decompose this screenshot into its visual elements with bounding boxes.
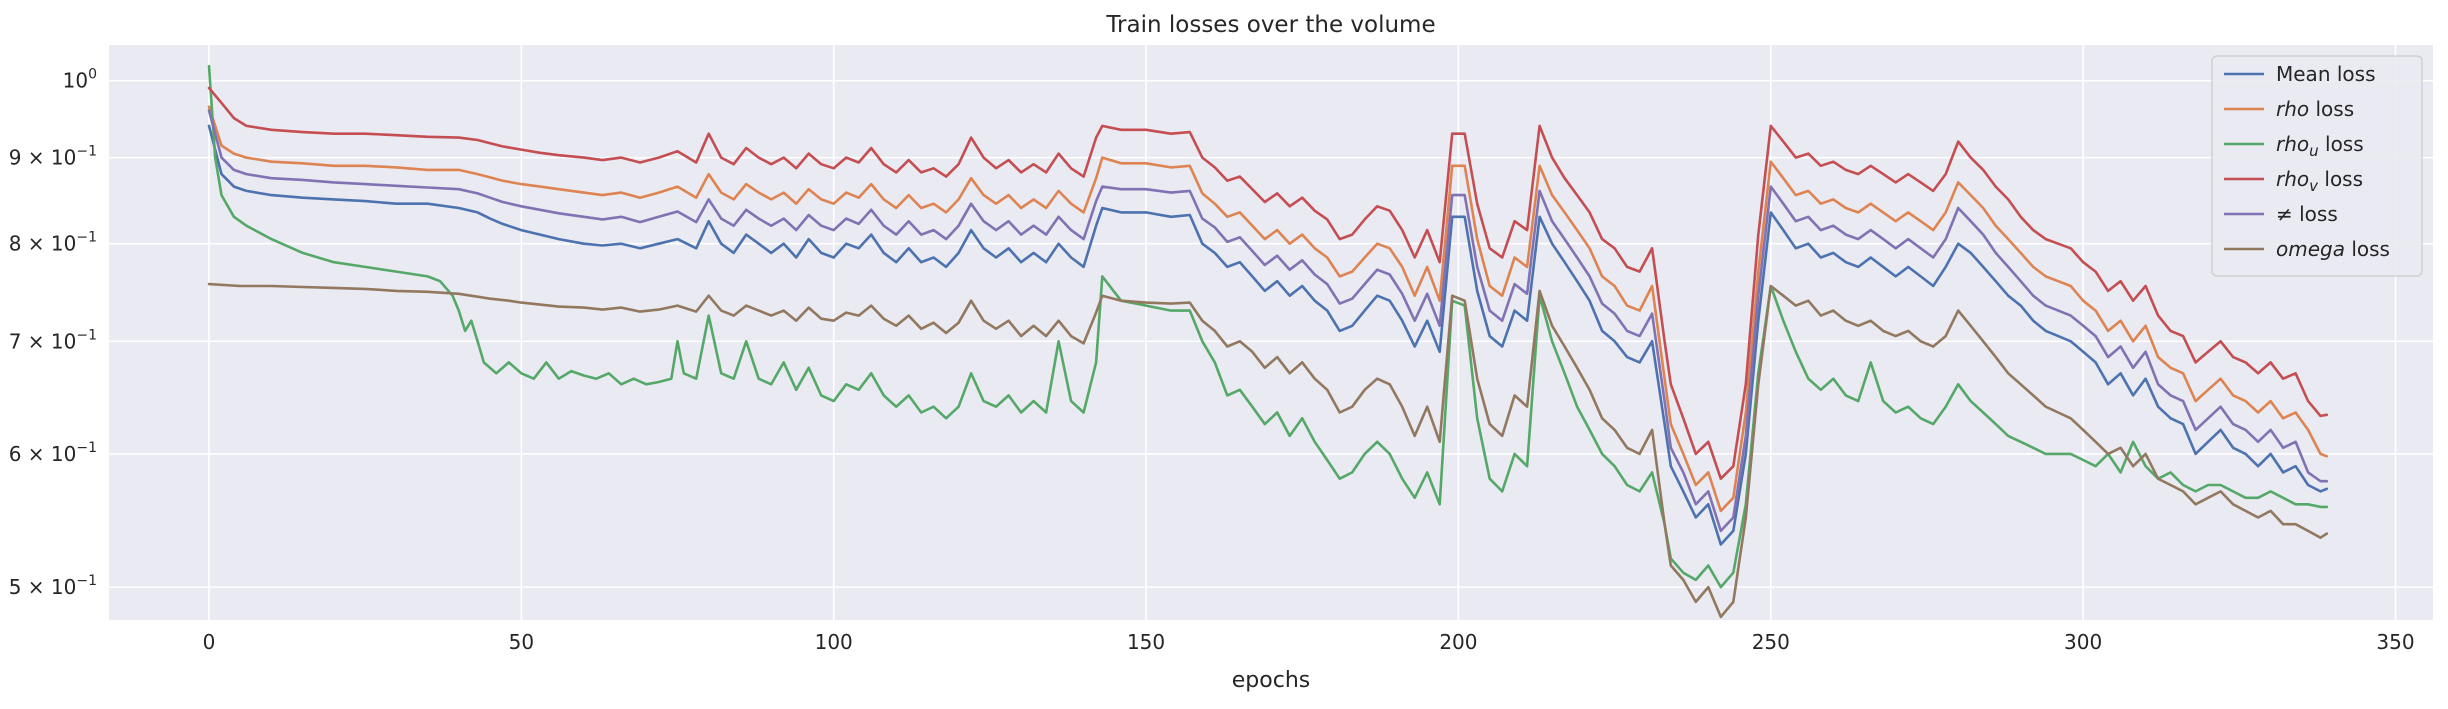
y-tick-label: 8 × 10−1 xyxy=(9,230,97,256)
x-axis-label: epochs xyxy=(1232,668,1310,693)
legend-label: rho loss xyxy=(2276,97,2354,121)
y-tick-label: 5 × 10−1 xyxy=(9,573,97,599)
x-axis-ticks: 0 50 100 150 200 250 300 350 xyxy=(203,630,2415,654)
legend-label: rhov loss xyxy=(2276,167,2363,195)
y-tick-label: 7 × 10−1 xyxy=(9,327,97,353)
series-line xyxy=(207,109,2329,533)
y-tick-label: 6 × 10−1 xyxy=(9,440,97,466)
series-line xyxy=(207,64,2329,589)
x-tick-label: 350 xyxy=(2376,630,2414,654)
series-line xyxy=(207,105,2329,513)
y-tick-label: 9 × 10−1 xyxy=(9,144,97,170)
series-line xyxy=(207,124,2329,546)
chart-title: Train losses over the volume xyxy=(1105,12,1435,38)
plot-area xyxy=(109,45,2433,620)
y-tick-label: 100 xyxy=(63,67,97,93)
legend-label: rhou loss xyxy=(2276,132,2364,160)
x-tick-label: 50 xyxy=(509,630,534,654)
x-tick-label: 300 xyxy=(2064,630,2102,654)
series-lines xyxy=(207,64,2329,619)
legend-label: Mean loss xyxy=(2276,62,2375,86)
x-tick-label: 0 xyxy=(203,630,216,654)
legend-box xyxy=(2211,55,2423,277)
x-tick-label: 150 xyxy=(1127,630,1165,654)
series-line xyxy=(207,86,2329,480)
y-axis-ticks: 100 9 × 10−1 8 × 10−1 7 × 10−1 6 × 10−1 5 × 1… xyxy=(9,67,97,599)
x-tick-label: 200 xyxy=(1439,630,1477,654)
x-tick-label: 250 xyxy=(1752,630,1790,654)
legend: Mean loss rho loss rhou loss rhov loss ≠ los… xyxy=(2211,55,2423,277)
legend-label: ≠ loss xyxy=(2276,202,2338,226)
x-tick-label: 100 xyxy=(815,630,853,654)
series-line xyxy=(207,282,2329,619)
legend-label: omega loss xyxy=(2276,237,2390,261)
